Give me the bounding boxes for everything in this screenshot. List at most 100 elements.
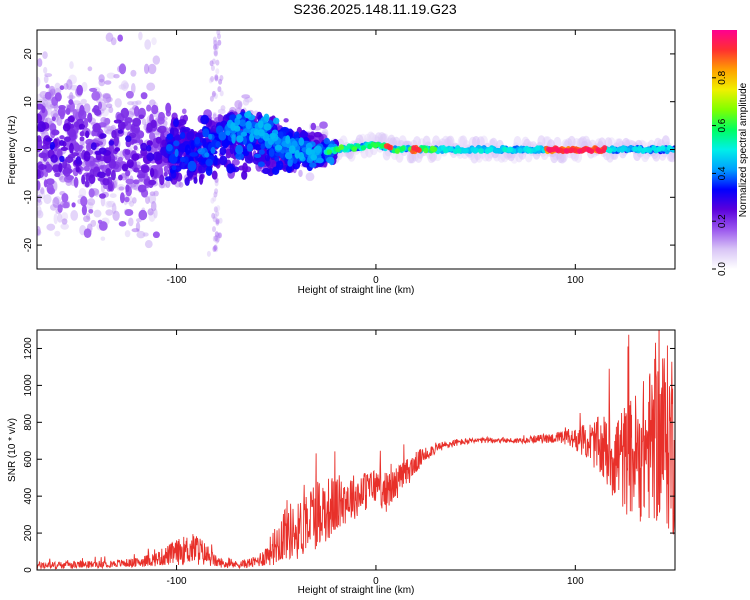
spectrogram-cell	[360, 145, 366, 151]
spectrogram-cell	[38, 152, 48, 159]
snr-x-axis: -100 0 100	[167, 330, 584, 587]
spectrogram-cell	[69, 92, 74, 101]
spectrogram-cell	[65, 156, 74, 164]
spectrogram-cell	[83, 165, 90, 172]
spectrogram-cell	[85, 130, 90, 139]
spectrogram-cell	[217, 232, 222, 239]
spectrogram-cell	[189, 152, 199, 157]
spectrogram-cell	[124, 117, 133, 124]
spectrogram-cell	[411, 145, 417, 151]
spectrogram-cell	[184, 144, 191, 156]
spectrogram-cell	[257, 129, 265, 137]
y-tick-label: 20	[23, 48, 34, 60]
spectrogram-cell	[448, 146, 454, 152]
spectrogram-cell	[262, 167, 271, 175]
spectrogram-cell	[106, 72, 116, 79]
spectrogram-cell	[83, 103, 91, 114]
spectrogram-cell	[200, 114, 210, 125]
spectrogram-cell	[204, 152, 210, 158]
spectrogram-cell	[148, 179, 157, 186]
spectrogram-cell	[217, 33, 221, 40]
spectrogram-cell	[136, 230, 146, 239]
spectrogram-cell	[149, 99, 156, 106]
colorbar: 0.0 0.2 0.4 0.6 0.8 Normalized spectral ampl…	[712, 30, 749, 276]
y-tick-label: 1200	[23, 337, 34, 360]
colorbar-gradient-bar	[712, 30, 737, 269]
spectrogram-cell	[131, 153, 140, 161]
y-tick-label: 400	[23, 487, 34, 504]
spectrogram-cell	[179, 156, 186, 163]
spectrogram-cell	[131, 228, 140, 233]
spectrogram-cell	[80, 130, 85, 137]
spectrogram-cell	[313, 131, 322, 138]
spectrogram-cell	[253, 144, 263, 151]
spectrogram-cell	[93, 209, 102, 218]
spectrogram-cell	[150, 200, 157, 212]
spectrogram-cell	[244, 111, 252, 119]
spectrogram-cell	[310, 122, 317, 131]
spectrogram-cell	[456, 148, 462, 154]
figure-title: S236.2025.148.11.19.G23	[293, 1, 456, 17]
spectrogram-cell	[262, 132, 270, 142]
spectrogram-cell	[37, 180, 41, 191]
spectrogram-cell	[569, 147, 575, 153]
spectrogram-cell	[145, 195, 150, 205]
spectrogram-cell	[140, 92, 148, 100]
spectrogram-cell	[305, 172, 315, 182]
spectrogram-cell	[305, 149, 312, 156]
spectrogram-cell	[88, 174, 96, 185]
spectrogram-cell	[136, 173, 146, 179]
spectrogram-cell	[125, 90, 134, 99]
spectrogram-cell	[326, 149, 332, 155]
spectrogram-cell	[287, 159, 293, 167]
spectrogram-cell	[567, 135, 576, 148]
spectrogram-cell	[146, 152, 155, 162]
spectrogram-cell	[121, 163, 129, 172]
spectrogram-cell	[210, 76, 215, 82]
spectrogram-cell	[125, 184, 130, 193]
spectrogram-cell	[219, 155, 228, 166]
spectrogram-cell	[131, 139, 138, 144]
spectrogram-cell	[202, 138, 207, 148]
y-tick-label: 1000	[23, 374, 34, 397]
spectrogram-cell	[269, 132, 276, 139]
spectrogram-cell	[38, 163, 47, 171]
spectrogram-cell	[143, 63, 150, 75]
spectrogram-cell	[98, 147, 107, 155]
spectrogram-cell	[135, 100, 142, 105]
spectrogram-cell	[54, 82, 61, 90]
y-tick-label: 600	[23, 450, 34, 467]
spectrogram-cell	[92, 123, 101, 133]
spectrogram-cell	[138, 114, 145, 120]
spectrogram-cell	[595, 147, 601, 153]
colorbar-tick-label: 0.6	[717, 118, 728, 132]
spectrogram-cell	[215, 218, 220, 225]
spectrogram-cell	[146, 104, 152, 112]
spectrogram-cell	[488, 146, 494, 153]
x-tick-label: 0	[373, 576, 379, 587]
spectrogram-cell	[146, 82, 156, 91]
spectrogram-cell	[263, 123, 272, 131]
spectrogram-cell	[90, 142, 97, 151]
spectrogram-cell	[45, 84, 50, 89]
spectrogram-cell	[394, 148, 400, 154]
spectrogram-cell	[97, 171, 106, 178]
spectrogram-cell	[257, 120, 264, 129]
spectrogram-x-axis: -100 0 100	[167, 30, 584, 286]
spectrogram-cell	[50, 154, 58, 163]
spectrogram-cell	[125, 170, 131, 177]
spectrogram-cell	[133, 105, 140, 117]
spectrogram-cell	[209, 60, 214, 67]
spectrogram-cell	[235, 144, 244, 155]
spectrogram-cell	[112, 210, 120, 221]
spectrogram-cell	[513, 136, 522, 148]
spectrogram-cell	[107, 181, 113, 192]
spectrogram-cell	[132, 179, 140, 185]
spectrogram-cell	[220, 105, 226, 111]
spectrogram-cell	[75, 165, 80, 173]
spectrogram-cell	[87, 66, 93, 72]
spectrogram-cell	[85, 142, 92, 152]
spectrogram-cell	[57, 204, 63, 213]
spectrogram-cell	[88, 208, 94, 214]
